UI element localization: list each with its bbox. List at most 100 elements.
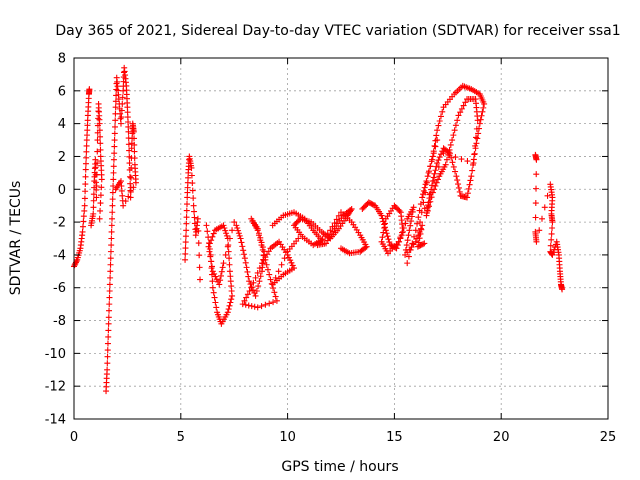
data-point bbox=[104, 353, 111, 360]
y-tick-label: -12 bbox=[45, 380, 66, 395]
data-point bbox=[190, 202, 197, 209]
data-point bbox=[110, 163, 117, 170]
data-point bbox=[92, 164, 99, 171]
data-point bbox=[90, 204, 97, 211]
data-point bbox=[82, 181, 89, 188]
data-point bbox=[452, 154, 459, 161]
data-point bbox=[411, 233, 418, 240]
data-point bbox=[208, 258, 215, 265]
data-point bbox=[204, 228, 211, 235]
data-point bbox=[382, 220, 389, 227]
data-point bbox=[264, 266, 271, 273]
data-point bbox=[96, 127, 103, 134]
data-point bbox=[406, 227, 413, 234]
data-point bbox=[262, 301, 269, 308]
data-point bbox=[329, 223, 336, 230]
data-point bbox=[212, 299, 219, 306]
data-point bbox=[429, 189, 436, 196]
data-point bbox=[107, 274, 114, 281]
data-point bbox=[407, 246, 414, 253]
data-point bbox=[405, 253, 412, 260]
data-point bbox=[106, 301, 113, 308]
data-point bbox=[547, 242, 554, 249]
data-point bbox=[110, 176, 117, 183]
data-point bbox=[246, 278, 253, 285]
data-point bbox=[544, 192, 551, 199]
data-point bbox=[107, 268, 114, 275]
data-point bbox=[449, 137, 456, 144]
data-point bbox=[237, 235, 244, 242]
data-point bbox=[464, 158, 471, 165]
data-point bbox=[94, 160, 101, 167]
data-point bbox=[188, 172, 195, 179]
data-point bbox=[191, 208, 198, 215]
data-point bbox=[403, 242, 410, 249]
data-point bbox=[432, 182, 439, 189]
data-point bbox=[532, 214, 539, 221]
data-point bbox=[207, 253, 214, 260]
data-point bbox=[430, 150, 437, 157]
data-point bbox=[182, 233, 189, 240]
data-point bbox=[90, 210, 97, 217]
data-point bbox=[86, 86, 93, 93]
x-axis-label: GPS time / hours bbox=[281, 459, 398, 475]
data-point bbox=[95, 115, 102, 122]
data-point bbox=[442, 161, 449, 168]
data-point bbox=[275, 268, 282, 275]
data-point bbox=[434, 137, 441, 144]
data-point bbox=[107, 255, 114, 262]
data-point bbox=[73, 258, 80, 265]
series-pass-h bbox=[359, 199, 428, 258]
data-point bbox=[96, 120, 103, 127]
data-point bbox=[317, 239, 324, 246]
data-point bbox=[209, 284, 216, 291]
series-pass-e bbox=[203, 219, 238, 327]
data-point bbox=[367, 200, 374, 207]
data-point bbox=[331, 220, 338, 227]
plot-frame bbox=[73, 57, 609, 420]
data-point bbox=[210, 230, 217, 237]
data-point bbox=[417, 230, 424, 237]
data-point bbox=[468, 173, 475, 180]
data-point bbox=[549, 251, 556, 258]
data-point bbox=[541, 204, 548, 211]
data-point bbox=[108, 242, 115, 249]
data-point bbox=[397, 234, 404, 241]
data-point bbox=[402, 220, 409, 227]
data-point bbox=[410, 204, 417, 211]
data-point bbox=[82, 160, 89, 167]
data-point bbox=[209, 233, 216, 240]
data-point bbox=[255, 283, 262, 290]
data-point bbox=[83, 154, 90, 161]
data-point bbox=[369, 201, 376, 208]
data-point bbox=[111, 150, 118, 157]
data-point bbox=[110, 169, 117, 176]
data-point bbox=[322, 233, 329, 240]
data-point bbox=[359, 205, 366, 212]
series-pass-b bbox=[88, 100, 105, 229]
data-point bbox=[80, 218, 87, 225]
data-point bbox=[119, 94, 126, 101]
data-point bbox=[226, 268, 233, 275]
data-point bbox=[399, 229, 406, 236]
data-point bbox=[414, 243, 421, 250]
data-point bbox=[208, 263, 215, 270]
data-point bbox=[239, 243, 246, 250]
data-point bbox=[479, 108, 486, 115]
data-point bbox=[368, 200, 375, 207]
data-point bbox=[211, 227, 218, 234]
data-point bbox=[229, 227, 236, 234]
data-point bbox=[434, 127, 441, 134]
data-point bbox=[108, 222, 115, 229]
data-point bbox=[132, 179, 139, 186]
data-point bbox=[106, 307, 113, 314]
data-point bbox=[125, 128, 132, 135]
data-point bbox=[79, 223, 86, 230]
y-tick-label: 0 bbox=[58, 183, 66, 198]
data-point bbox=[108, 235, 115, 242]
data-point bbox=[285, 254, 292, 261]
data-point bbox=[405, 232, 412, 239]
data-point bbox=[220, 260, 227, 267]
data-point bbox=[549, 219, 556, 226]
data-point bbox=[97, 140, 104, 147]
